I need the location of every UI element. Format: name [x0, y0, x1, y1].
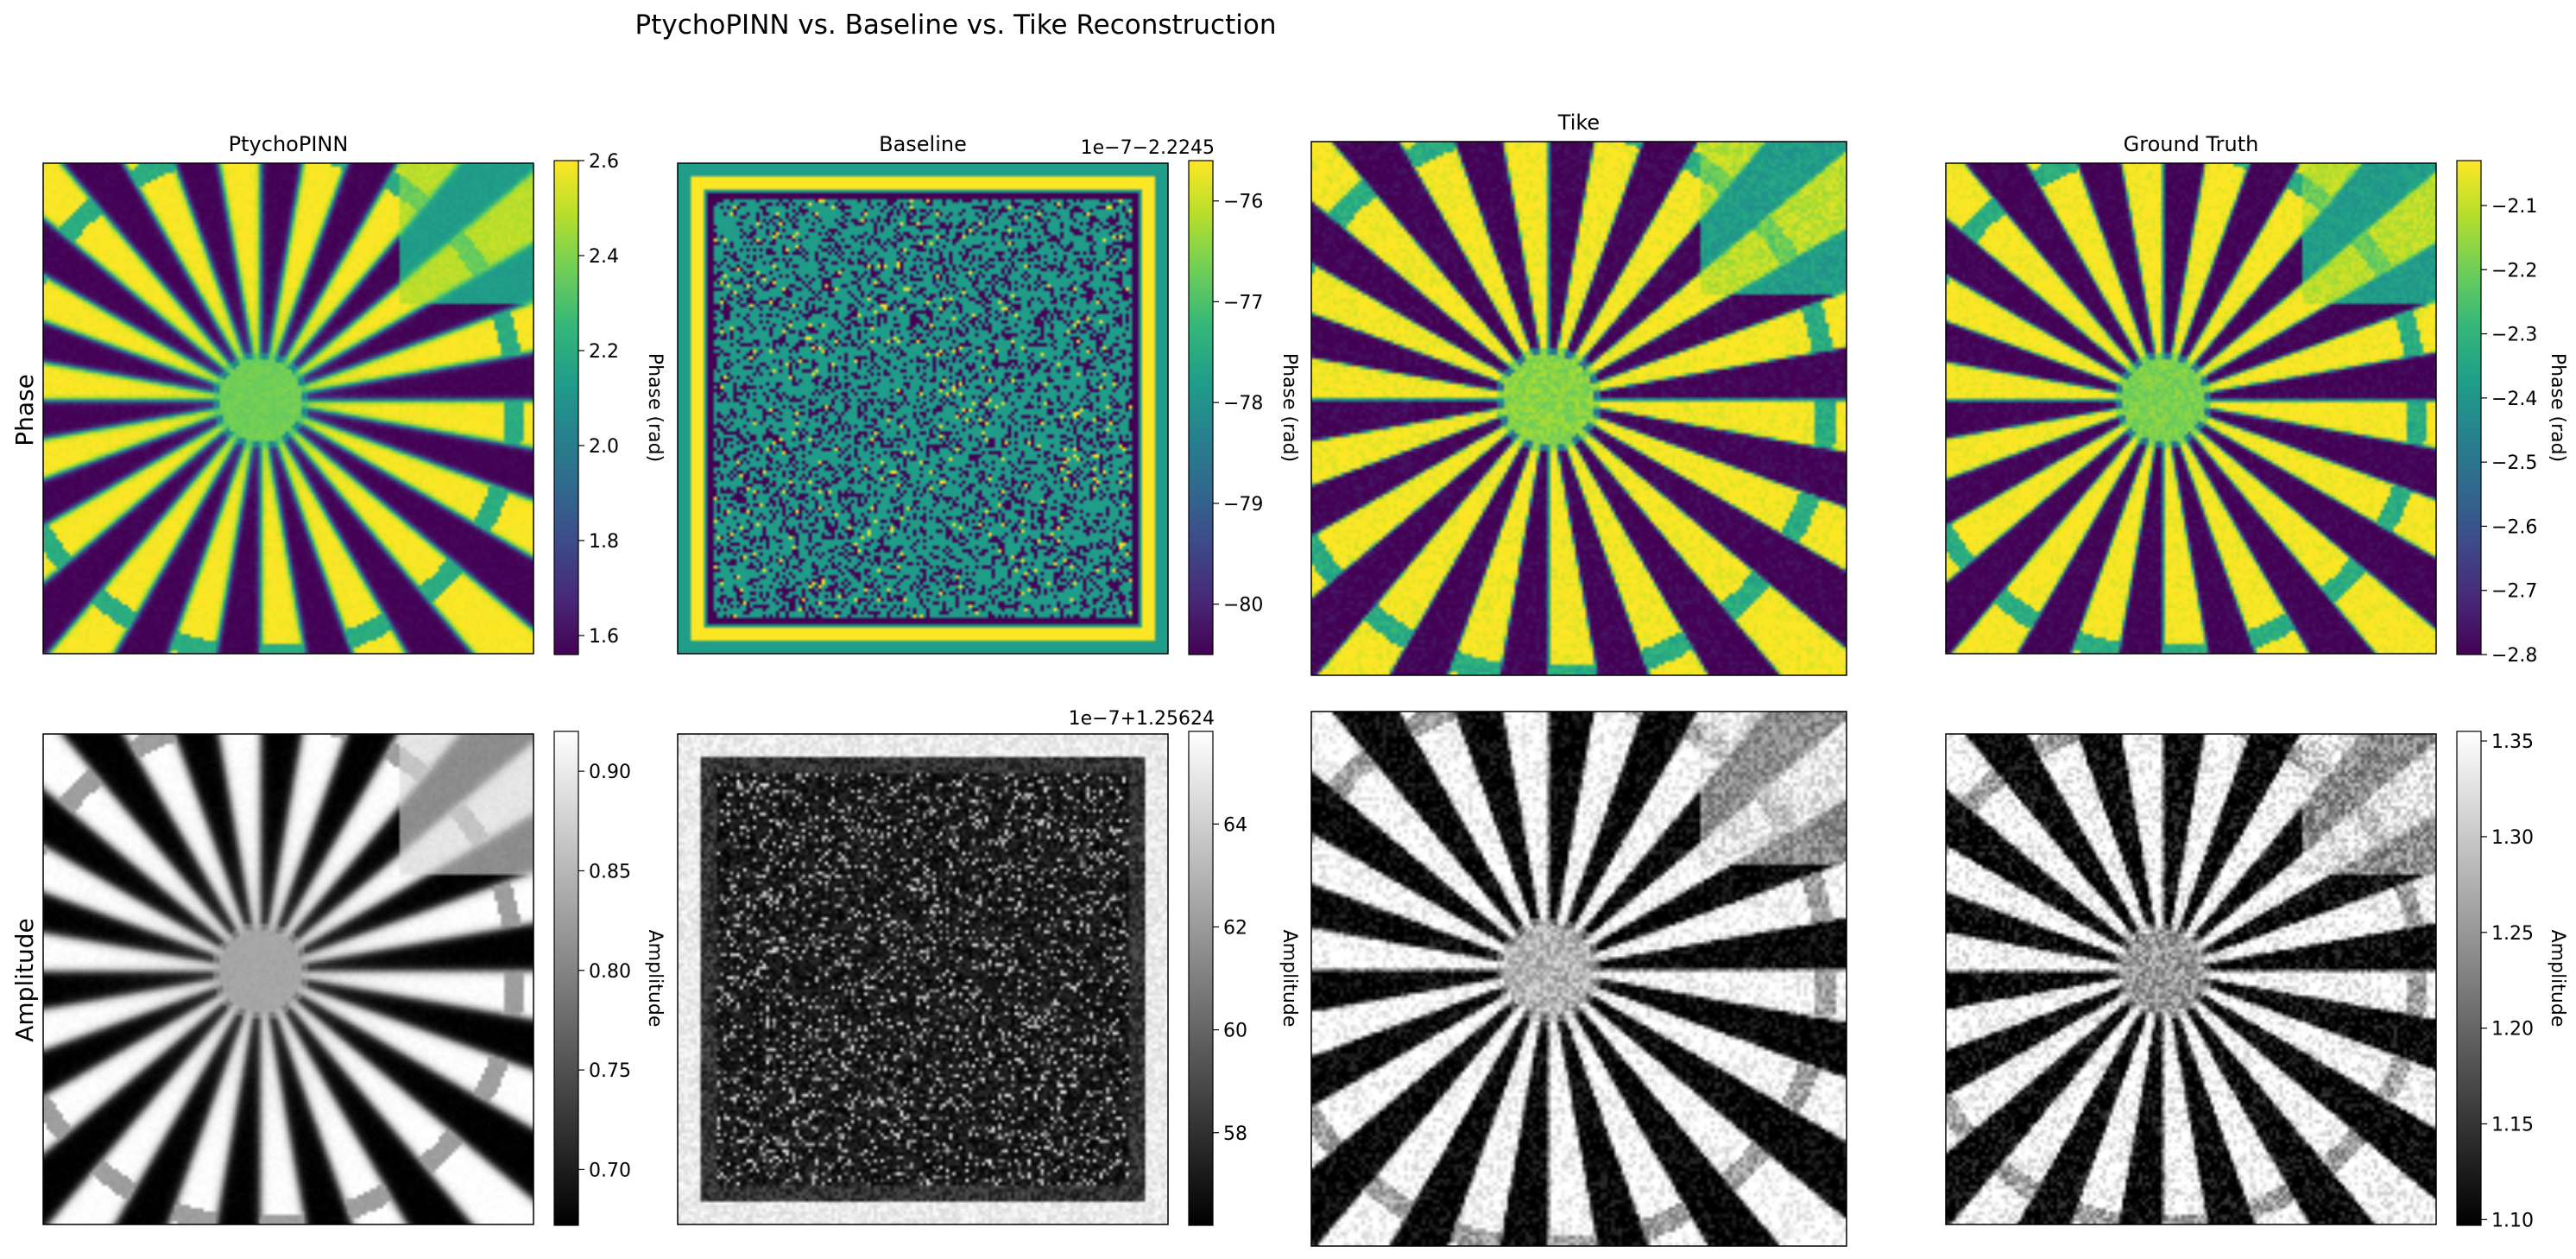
- phase-ptychopinn-title: PtychoPINN: [229, 132, 349, 156]
- cbar-phase-baseline-bar: [1188, 160, 1214, 655]
- cbar-amp-ground-truth-tick-label: 1.15: [2491, 1114, 2534, 1136]
- cbar-amp-ptychopinn-tick-label: 0.80: [589, 961, 631, 983]
- cbar-phase-ptychopinn-tick-label: 2.2: [589, 341, 619, 363]
- cbar-phase-ptychopinn: 1.6 1.8 2.0 2.2 2.4 2.6 Phase (rad): [553, 151, 666, 655]
- cbar-amp-ground-truth-tick-label: 1.30: [2491, 827, 2534, 849]
- figure-title: PtychoPINN vs. Baseline vs. Tike Reconst…: [635, 9, 1277, 41]
- cbar-phase-ground-truth-tick-label: −2.1: [2491, 196, 2537, 218]
- phase-ptychopinn-panel: PtychoPINN: [42, 132, 534, 655]
- cbar-amp-ptychopinn-tick-label: 0.75: [589, 1060, 631, 1082]
- cbar-phase-baseline-offset: 1e−7−2.2245: [1081, 137, 1215, 159]
- cbar-amp-ptychopinn: 0.70 0.75 0.80 0.85 0.90 Amplitude: [553, 731, 666, 1226]
- cbar-amp-baseline: 58 60 62 64 Amplitude 1e−7+1.25624: [1069, 708, 1300, 1226]
- cbar-amp-ground-truth-bar: [2456, 731, 2482, 1226]
- phase-baseline-frame: [677, 162, 1169, 655]
- cbar-phase-ptychopinn-tick-label: 2.0: [589, 436, 619, 458]
- phase-baseline-title: Baseline: [879, 132, 967, 156]
- amp-tike-frame: [1310, 711, 1847, 1247]
- phase-ptychopinn-image: [43, 163, 534, 654]
- cbar-phase-baseline-tick-label: −76: [1223, 192, 1263, 213]
- cbar-phase-baseline-tick-label: −79: [1223, 494, 1263, 516]
- cbar-phase-ground-truth-tick-label: −2.8: [2491, 645, 2537, 667]
- cbar-phase-baseline-tick-label: −80: [1223, 595, 1263, 617]
- phase-ground-truth-title: Ground Truth: [2124, 132, 2259, 156]
- cbar-amp-ground-truth-tick-label: 1.35: [2491, 731, 2534, 753]
- cbar-phase-ground-truth-tick-label: −2.2: [2491, 260, 2537, 282]
- cbar-phase-baseline: −80 −79 −78 −77 −76 Phase (rad) 1e−7−2.2245: [1081, 137, 1300, 655]
- amp-tike-image: [1311, 712, 1847, 1246]
- phase-tike-frame: [1310, 141, 1847, 676]
- cbar-phase-ptychopinn-tick-label: 2.6: [589, 151, 619, 173]
- amp-ptychopinn-panel: [42, 733, 534, 1225]
- amp-ground-truth-panel: [1945, 733, 2437, 1225]
- phase-ground-truth-image: [1946, 163, 2436, 654]
- phase-tike-title: Tike: [1557, 111, 1600, 135]
- cbar-amp-baseline-tick-label: 60: [1223, 1021, 1247, 1042]
- cbar-amp-ground-truth-tick-label: 1.10: [2491, 1210, 2534, 1231]
- cbar-phase-ptychopinn-label: Phase (rad): [644, 353, 666, 462]
- cbar-phase-baseline-tick-label: −77: [1223, 292, 1263, 313]
- cbar-phase-ground-truth-tick-label: −2.6: [2491, 516, 2537, 538]
- cbar-amp-ground-truth: 1.10 1.15 1.20 1.25 1.30 1.35 Amplitude: [2456, 731, 2568, 1231]
- cbar-amp-baseline-label: Amplitude: [1279, 930, 1300, 1028]
- row-label-phase: Phase: [10, 374, 39, 446]
- cbar-amp-baseline-tick-label: 64: [1223, 814, 1247, 836]
- cbar-phase-baseline-tick-label: −78: [1223, 393, 1263, 414]
- amp-ground-truth-frame: [1945, 733, 2437, 1225]
- amp-tike-panel: [1310, 711, 1847, 1247]
- cbar-amp-baseline-tick-label: 62: [1223, 917, 1247, 939]
- phase-baseline-image: [678, 163, 1168, 654]
- cbar-amp-ptychopinn-bar: [553, 731, 579, 1226]
- amp-baseline-panel: [677, 733, 1169, 1225]
- cbar-amp-baseline-bar: [1188, 731, 1214, 1226]
- cbar-phase-ground-truth-tick-label: −2.3: [2491, 325, 2537, 346]
- cbar-amp-ground-truth-tick-label: 1.25: [2491, 923, 2534, 945]
- phase-ptychopinn-frame: [42, 162, 534, 655]
- phase-tike-panel: Tike: [1310, 111, 1847, 676]
- cbar-phase-baseline-label: Phase (rad): [1279, 353, 1300, 462]
- phase-tike-image: [1311, 142, 1847, 675]
- cbar-amp-ground-truth-label: Amplitude: [2547, 930, 2568, 1028]
- cbar-phase-ptychopinn-tick-label: 1.8: [589, 531, 619, 553]
- cbar-phase-ground-truth-tick-label: −2.7: [2491, 581, 2537, 603]
- amp-ptychopinn-frame: [42, 733, 534, 1225]
- cbar-phase-ground-truth-bar: [2456, 160, 2482, 655]
- cbar-phase-ground-truth-tick-label: −2.5: [2491, 452, 2537, 474]
- cbar-phase-ground-truth-tick-label: −2.4: [2491, 389, 2537, 410]
- cbar-amp-ptychopinn-tick-label: 0.70: [589, 1160, 631, 1181]
- phase-ground-truth-panel: Ground Truth: [1945, 132, 2437, 655]
- cbar-amp-ground-truth-tick-label: 1.20: [2491, 1019, 2534, 1041]
- row-label-amplitude: Amplitude: [10, 918, 39, 1042]
- cbar-amp-ptychopinn-tick-label: 0.85: [589, 861, 631, 883]
- cbar-amp-baseline-offset: 1e−7+1.25624: [1069, 708, 1215, 730]
- cbar-phase-ground-truth: −2.8 −2.7 −2.6 −2.5 −2.4 −2.3 −2.2 −2.1 Phase (r…: [2456, 160, 2568, 667]
- cbar-phase-ground-truth-label: Phase (rad): [2547, 353, 2568, 462]
- amp-ptychopinn-image: [43, 734, 534, 1224]
- amp-baseline-frame: [677, 733, 1169, 1225]
- cbar-phase-ptychopinn-bar: [553, 160, 579, 655]
- cbar-amp-ptychopinn-label: Amplitude: [644, 930, 666, 1028]
- cbar-phase-ptychopinn-tick-label: 1.6: [589, 626, 619, 648]
- phase-ground-truth-frame: [1945, 162, 2437, 655]
- cbar-amp-ptychopinn-tick-label: 0.90: [589, 762, 631, 783]
- amp-ground-truth-image: [1946, 734, 2436, 1224]
- cbar-phase-ptychopinn-tick-label: 2.4: [589, 246, 619, 268]
- amp-baseline-image: [678, 734, 1168, 1224]
- phase-baseline-panel: Baseline: [677, 132, 1169, 655]
- cbar-amp-baseline-tick-label: 58: [1223, 1123, 1247, 1145]
